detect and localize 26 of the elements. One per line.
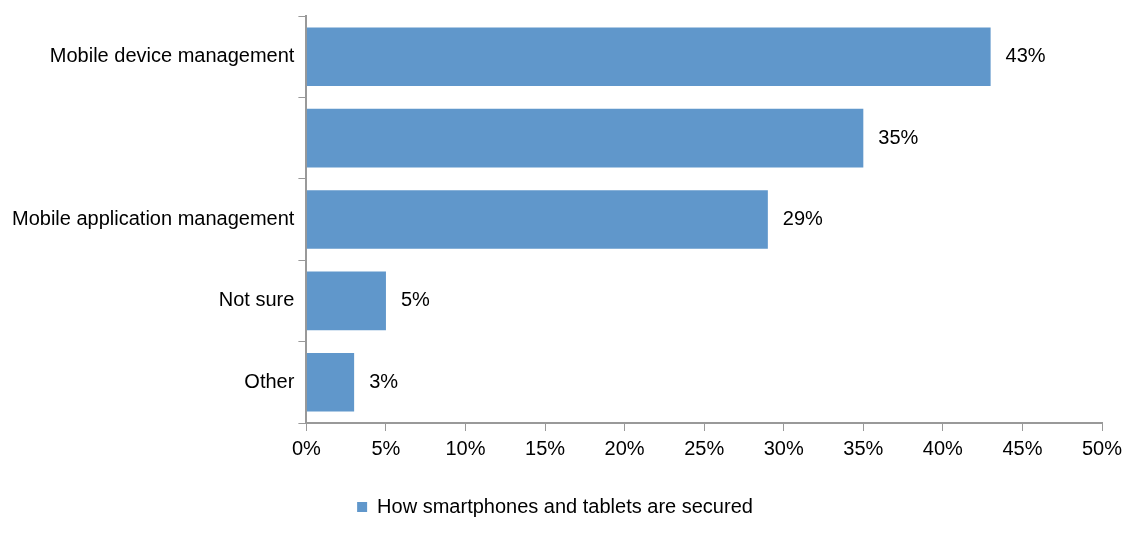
x-tick-label: 20% xyxy=(604,436,645,459)
data-label: 29% xyxy=(782,207,824,230)
x-tick-label: 5% xyxy=(371,436,401,459)
y-tick-label: Mobile device management xyxy=(49,44,295,67)
x-tick-label: 15% xyxy=(525,436,566,459)
data-label: 35% xyxy=(878,125,919,148)
bar xyxy=(306,108,864,168)
bar xyxy=(306,190,768,249)
x-tick-label: 35% xyxy=(843,436,884,459)
x-tick-label: 10% xyxy=(445,436,486,459)
bar xyxy=(306,271,386,331)
x-tick-label: 0% xyxy=(291,436,322,459)
data-label: 43% xyxy=(1005,44,1046,67)
x-tick-label: 30% xyxy=(763,436,804,459)
y-tick-label: Mobile application management xyxy=(11,207,295,230)
data-label: 5% xyxy=(400,288,431,311)
x-tick-label: 45% xyxy=(1002,436,1043,459)
x-tick-label: 25% xyxy=(684,436,725,459)
data-label: 3% xyxy=(369,369,399,392)
y-tick-label: Other xyxy=(244,369,295,392)
legend-label: How smartphones and tablets are secured xyxy=(377,494,753,517)
x-tick-label: 40% xyxy=(922,436,964,459)
x-tick-label: 50% xyxy=(1081,436,1123,459)
bar xyxy=(306,27,991,86)
bar xyxy=(306,353,355,412)
y-tick-label: Not sure xyxy=(218,288,295,311)
